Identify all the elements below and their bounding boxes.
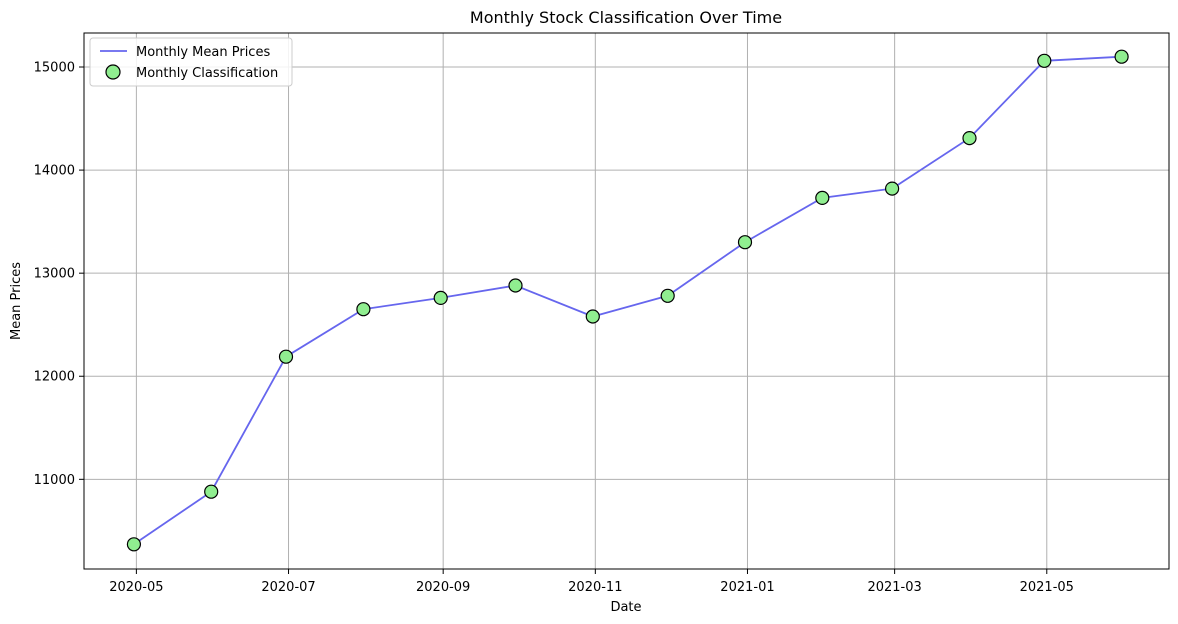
data-point <box>737 235 753 250</box>
x-axis: 2020-05 2020-07 2020-09 2020-11 2021-01 2021-… <box>109 569 1074 595</box>
x-tick-label: 2021-03 <box>867 580 921 595</box>
data-point <box>126 537 141 552</box>
y-tick-label: 13000 <box>34 267 75 282</box>
y-tick-label: 12000 <box>34 370 75 385</box>
x-axis-label: Date <box>610 600 641 615</box>
y-axis-label: Mean Prices <box>9 262 24 340</box>
legend: Monthly Mean Prices Monthly Classificati… <box>89 37 293 87</box>
series-layer <box>126 49 1129 552</box>
data-point <box>1037 53 1052 68</box>
data-point <box>278 349 294 364</box>
legend-label-mean-prices: Monthly Mean Prices <box>136 45 270 60</box>
data-point <box>204 484 219 499</box>
data-point <box>508 278 523 293</box>
y-tick-label: 14000 <box>34 164 75 179</box>
data-point <box>884 181 900 196</box>
y-tick-label: 11000 <box>34 473 75 488</box>
x-tick-label: 2020-05 <box>109 580 163 595</box>
x-tick-label: 2020-09 <box>416 580 470 595</box>
data-point <box>962 131 977 146</box>
plot-frame <box>83 32 1170 570</box>
legend-marker-swatch <box>105 64 121 80</box>
grid-lines <box>84 33 1169 569</box>
data-point <box>585 309 600 324</box>
y-tick-label: 15000 <box>34 61 75 76</box>
data-point <box>1114 49 1129 64</box>
data-point <box>356 302 371 317</box>
x-tick-label: 2021-01 <box>720 580 774 595</box>
data-point <box>433 290 448 305</box>
chart-title: Monthly Stock Classification Over Time <box>470 8 782 27</box>
legend-box <box>89 37 293 87</box>
x-tick-label: 2020-07 <box>261 580 315 595</box>
data-point <box>815 190 830 205</box>
x-tick-label: 2020-11 <box>568 580 622 595</box>
legend-label-classification: Monthly Classification <box>136 66 278 81</box>
y-axis: 11000 12000 13000 14000 15000 <box>34 61 84 488</box>
data-point <box>660 288 675 303</box>
x-tick-label: 2021-05 <box>1020 580 1074 595</box>
series-line-monthly-mean-prices <box>133 55 1122 546</box>
